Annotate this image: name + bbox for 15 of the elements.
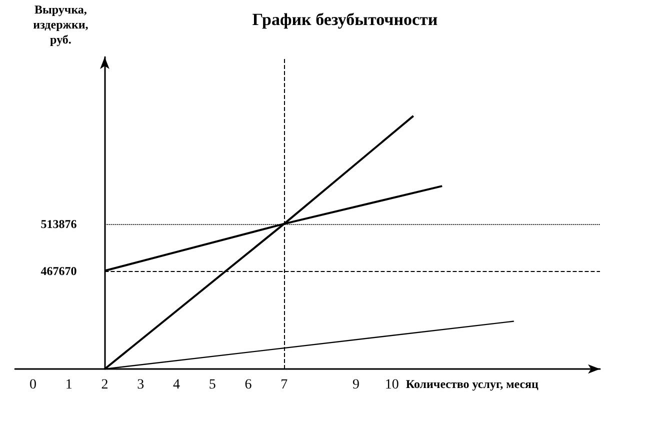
x-tick-label: 0	[29, 378, 36, 392]
x-tick-label: 10	[384, 378, 399, 392]
x-tick-label: 5	[208, 378, 216, 392]
x-tick-label: 1	[65, 378, 72, 392]
x-tick-label: 9	[352, 378, 360, 392]
y-tick-label: 513876	[40, 216, 77, 231]
x-tick-label: 6	[244, 378, 252, 392]
x-tick-label: 7	[280, 378, 288, 392]
x-axis-title: Количество услуг, месяц	[406, 377, 539, 391]
y-axis-title: Выручка, издержки, руб.	[33, 2, 88, 46]
chart-title: График безубыточности	[252, 10, 438, 29]
x-tick-label: 4	[173, 378, 180, 392]
x-tick-label: 3	[137, 378, 144, 392]
x-tick-label: 2	[101, 378, 108, 392]
y-tick-label: 467670	[40, 264, 77, 278]
